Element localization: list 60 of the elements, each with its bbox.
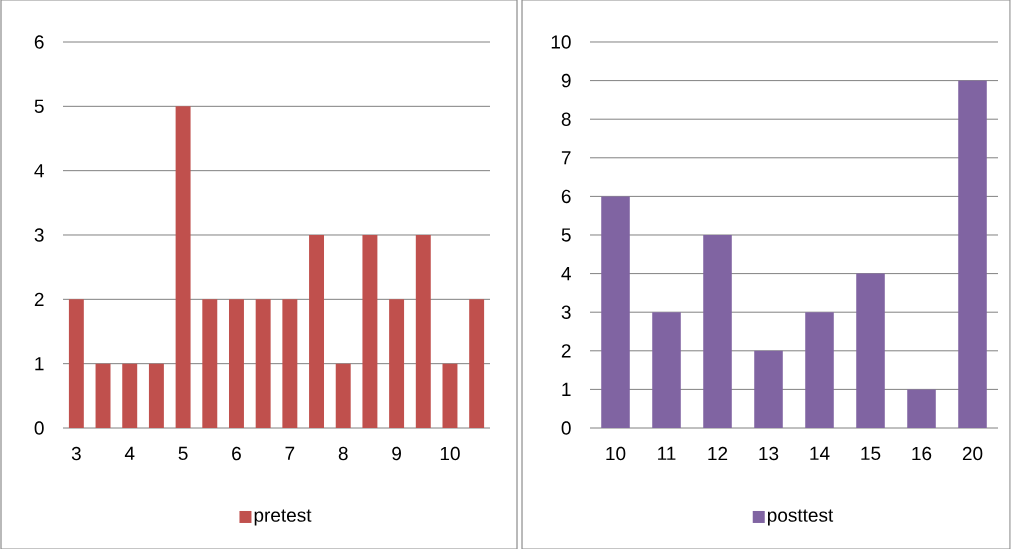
bar (148, 363, 164, 428)
y-tick-label: 0 (34, 421, 44, 435)
x-tick-label: 3 (71, 446, 81, 461)
bar (805, 312, 834, 428)
bar (958, 80, 987, 428)
x-tick-label: 14 (810, 446, 830, 460)
y-tick-label: 4 (34, 164, 44, 178)
bar (389, 299, 405, 428)
bar (282, 299, 298, 428)
y-tick-label: 5 (34, 99, 44, 113)
bar (229, 299, 244, 428)
bar (68, 299, 84, 428)
bar (907, 389, 936, 428)
y-tick-label: 5 (561, 228, 571, 242)
x-tick-label: 7 (285, 446, 295, 460)
bar (309, 235, 325, 428)
bar (442, 363, 458, 428)
y-tick-label: 2 (34, 292, 44, 306)
bar (652, 312, 681, 428)
y-tick-label: 0 (561, 421, 571, 435)
legend-label: pretest (254, 509, 312, 526)
x-tick-label: 4 (124, 446, 135, 460)
bar (469, 299, 485, 428)
y-tick-label: 3 (561, 305, 571, 319)
y-tick-label: 2 (561, 344, 571, 358)
x-tick-label: 9 (392, 446, 401, 461)
bar (95, 363, 111, 428)
x-tick-label: 15 (861, 446, 881, 461)
bar (175, 106, 191, 428)
y-tick-label: 1 (35, 357, 44, 371)
x-tick-label: 5 (178, 446, 188, 461)
x-tick-label: 20 (962, 446, 983, 461)
x-tick-label: 16 (912, 446, 932, 461)
x-tick-label: 6 (232, 446, 241, 461)
y-tick-label: 10 (551, 35, 571, 49)
bar (601, 196, 630, 428)
x-tick-label: 10 (606, 446, 626, 461)
x-tick-label: 10 (440, 446, 460, 461)
bar (202, 299, 218, 428)
x-tick-label: 12 (708, 446, 728, 461)
bar (362, 235, 378, 428)
x-tick-label: 11 (658, 446, 676, 460)
bar (754, 350, 783, 428)
x-tick-label: 13 (759, 446, 779, 461)
bar (255, 299, 271, 428)
y-tick-label: 9 (561, 73, 571, 88)
y-tick-label: 4 (561, 267, 571, 281)
bar (122, 363, 138, 428)
y-tick-label: 7 (561, 151, 571, 165)
legend-label: posttest (767, 509, 834, 526)
bar (335, 363, 351, 428)
bar (703, 235, 732, 428)
y-tick-label: 8 (561, 112, 571, 126)
y-tick-label: 6 (34, 35, 44, 49)
y-tick-label: 3 (34, 228, 44, 242)
x-tick-label: 8 (338, 446, 348, 461)
y-tick-label: 1 (562, 382, 571, 396)
y-tick-label: 6 (561, 189, 571, 204)
bar (415, 235, 431, 428)
bar (856, 273, 885, 428)
